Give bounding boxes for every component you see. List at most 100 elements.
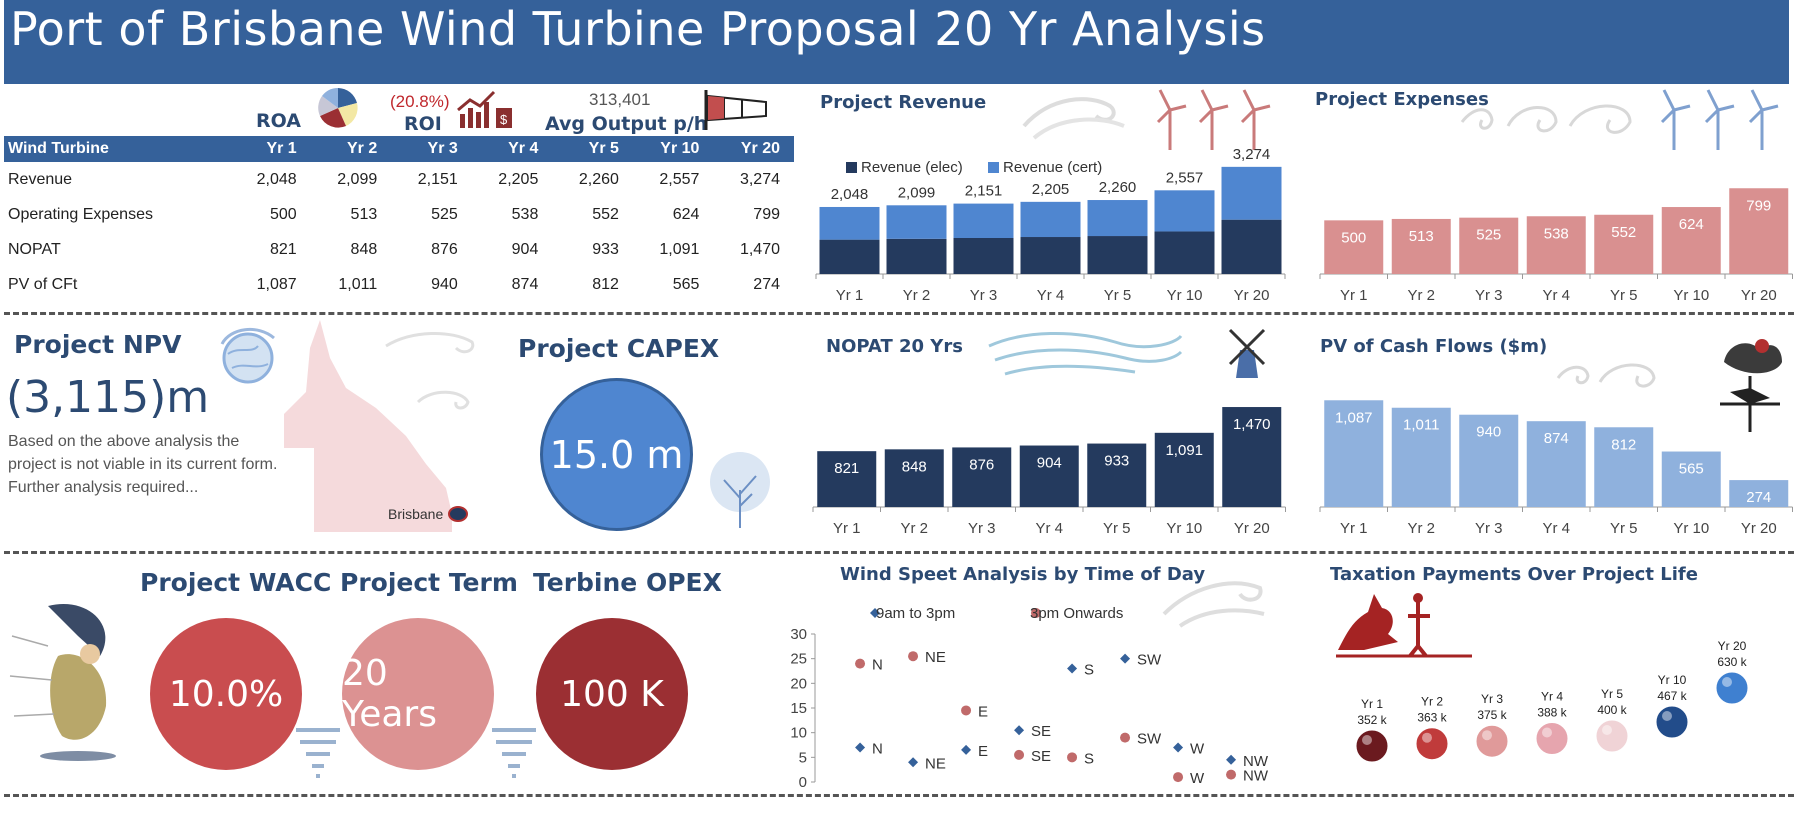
wind-swirl-icon bbox=[385, 332, 475, 410]
tax-bubble bbox=[1655, 705, 1689, 739]
table-row: Revenue 2,048 2,099 2,151 2,205 2,260 2,… bbox=[4, 162, 794, 197]
weather-vane-icon bbox=[1720, 339, 1782, 432]
point-label: NE bbox=[925, 649, 946, 666]
table-cell: 2,205 bbox=[498, 170, 539, 188]
capex-value: 15.0 m bbox=[549, 432, 684, 477]
row-label: PV of CFt bbox=[8, 275, 78, 293]
opex-title: Terbine OPEX bbox=[533, 568, 722, 597]
x-tick-label: Yr 5 bbox=[1103, 520, 1131, 537]
npv-title: Project NPV bbox=[14, 330, 182, 359]
section-divider bbox=[4, 794, 1794, 797]
tax-year-label: Yr 1 bbox=[1361, 697, 1383, 711]
data-label: 904 bbox=[1037, 455, 1062, 472]
term-title: Project Term bbox=[340, 568, 518, 597]
tax-bubble bbox=[1715, 671, 1749, 705]
x-tick-label: Yr 10 bbox=[1673, 520, 1709, 537]
table-cell: 1,470 bbox=[739, 240, 780, 258]
bar bbox=[1222, 407, 1282, 507]
bar bbox=[1391, 407, 1451, 507]
bar bbox=[1324, 400, 1384, 507]
table-cell: 538 bbox=[511, 205, 539, 223]
legend-marker bbox=[870, 608, 880, 618]
globe-icon bbox=[220, 327, 275, 384]
x-tick-label: Yr 4 bbox=[1035, 520, 1063, 537]
point-label: SE bbox=[1031, 723, 1051, 740]
bar-revenue-cert- bbox=[819, 206, 880, 240]
x-tick-label: Yr 5 bbox=[1104, 287, 1132, 304]
wind-swirl-icon bbox=[1022, 97, 1125, 140]
table-cell: 821 bbox=[270, 240, 297, 258]
npv-note: Based on the above analysis the project … bbox=[8, 433, 278, 496]
table-cell: 2,151 bbox=[417, 170, 458, 188]
bar bbox=[1661, 207, 1721, 274]
bubble-highlight bbox=[1662, 711, 1672, 722]
x-tick-label: Yr 20 bbox=[1741, 287, 1777, 304]
point-label: NW bbox=[1243, 768, 1269, 785]
data-label: 624 bbox=[1679, 216, 1704, 233]
legend-marker bbox=[1031, 608, 1041, 618]
x-tick-label: Yr 4 bbox=[1542, 287, 1570, 304]
data-label: 2,048 bbox=[831, 186, 869, 203]
legend-label: 3pm Onwards bbox=[1030, 605, 1123, 622]
term-value: 20 Years bbox=[342, 653, 437, 735]
bar-revenue-elec- bbox=[1154, 231, 1215, 274]
tax-bubble bbox=[1415, 727, 1449, 761]
data-label: 812 bbox=[1611, 436, 1636, 453]
x-tick-label: Yr 1 bbox=[1340, 520, 1368, 537]
capex-title: Project CAPEX bbox=[518, 334, 720, 363]
bar bbox=[1459, 414, 1519, 507]
column-header: Yr 3 bbox=[391, 136, 472, 162]
x-tick-label: Yr 4 bbox=[1542, 520, 1570, 537]
scatter-point bbox=[908, 757, 919, 768]
data-label: 2,099 bbox=[898, 184, 936, 201]
map-label-brisbane: Brisbane bbox=[388, 506, 444, 522]
table-cell: 2,260 bbox=[578, 170, 619, 188]
bar bbox=[1324, 220, 1384, 274]
bar bbox=[1729, 480, 1789, 507]
point-label: E bbox=[978, 703, 988, 720]
bubble-highlight bbox=[1482, 730, 1492, 741]
point-label: N bbox=[872, 740, 883, 757]
row-label: NOPAT bbox=[8, 240, 61, 258]
roi-value: (20.8%) bbox=[390, 92, 450, 111]
x-tick-label: Yr 2 bbox=[1407, 287, 1435, 304]
output-label: Avg Output p/h bbox=[545, 113, 708, 135]
legend-swatch bbox=[846, 162, 857, 173]
table-cell: 876 bbox=[431, 240, 458, 258]
queensland-map bbox=[284, 320, 468, 532]
data-label: 3,274 bbox=[1233, 146, 1271, 163]
point-label: W bbox=[1190, 740, 1205, 757]
scatter-point bbox=[961, 744, 972, 755]
y-tick-label: 5 bbox=[799, 749, 807, 766]
data-label: 1,011 bbox=[1403, 417, 1439, 434]
tax-year-label: Yr 5 bbox=[1601, 687, 1623, 701]
windmill-icon bbox=[1228, 328, 1266, 378]
column-header: Yr 20 bbox=[713, 136, 794, 162]
tax-value-label: 467 k bbox=[1657, 689, 1687, 703]
scatter-point bbox=[1067, 752, 1078, 763]
tornado-icon bbox=[492, 728, 536, 778]
growth-chart-icon: $ bbox=[457, 90, 512, 128]
table-cell: 812 bbox=[592, 275, 619, 293]
wind-waves-icon bbox=[988, 332, 1183, 376]
bubble-highlight bbox=[1602, 724, 1612, 735]
point-label: S bbox=[1084, 750, 1094, 767]
bar-revenue-elec- bbox=[1087, 236, 1148, 274]
table-cell: 1,091 bbox=[659, 240, 700, 258]
bar-revenue-cert- bbox=[1221, 166, 1282, 220]
data-label: 2,205 bbox=[1032, 181, 1070, 198]
x-tick-label: Yr 5 bbox=[1610, 520, 1638, 537]
scatter-point bbox=[1173, 742, 1184, 753]
revenue-chart-title: Project Revenue bbox=[820, 92, 987, 113]
data-label: 500 bbox=[1341, 229, 1366, 246]
row-label: Operating Expenses bbox=[8, 205, 153, 223]
data-label: 821 bbox=[834, 460, 859, 477]
bar-revenue-elec- bbox=[1221, 219, 1282, 274]
data-label: 1,470 bbox=[1233, 416, 1271, 433]
table-cell: 513 bbox=[350, 205, 378, 223]
nopat-chart-title: NOPAT 20 Yrs bbox=[826, 336, 963, 357]
y-tick-label: 10 bbox=[790, 725, 807, 742]
x-tick-label: Yr 10 bbox=[1166, 520, 1202, 537]
scatter-point bbox=[1120, 653, 1131, 664]
wind-swirl-icon bbox=[1162, 581, 1265, 628]
